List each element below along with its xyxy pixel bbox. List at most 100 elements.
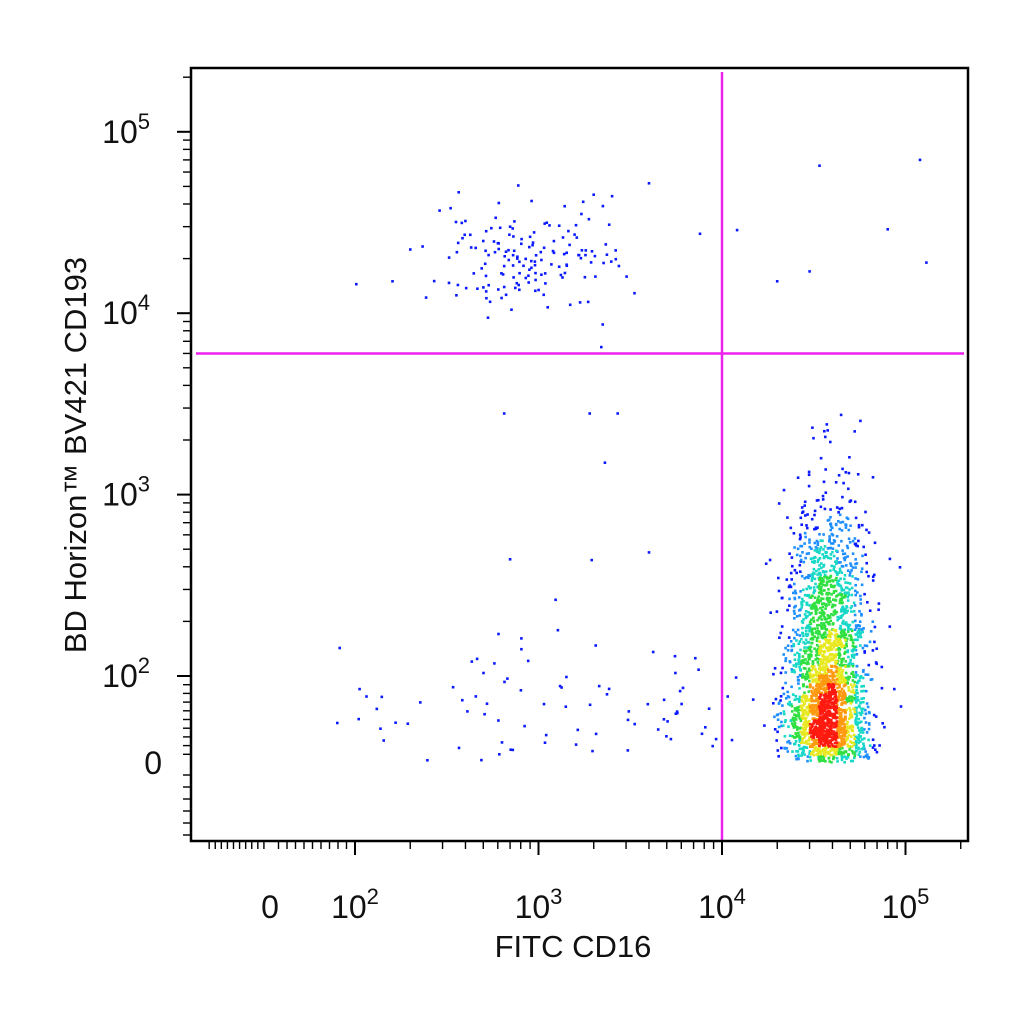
event-dot xyxy=(779,631,783,635)
event-dot xyxy=(802,634,805,638)
event-dot xyxy=(795,615,799,618)
event-dot xyxy=(837,544,841,547)
event-dot xyxy=(764,562,768,565)
event-dot xyxy=(557,265,561,268)
event-dot xyxy=(815,649,818,652)
event-dot xyxy=(810,579,814,582)
event-dot xyxy=(807,641,810,644)
event-dot xyxy=(848,695,852,698)
event-dot xyxy=(520,242,523,246)
event-dot xyxy=(798,640,802,643)
event-dot xyxy=(542,293,545,297)
y-tick-exponent: 3 xyxy=(138,472,150,497)
event-dot xyxy=(875,647,878,650)
event-dot xyxy=(839,680,843,684)
event-dot xyxy=(781,704,784,707)
event-dot xyxy=(844,676,848,680)
event-dot xyxy=(666,720,669,723)
event-dot xyxy=(853,693,857,697)
event-dot xyxy=(851,539,855,543)
event-dot xyxy=(807,656,810,659)
event-dot xyxy=(825,722,829,725)
event-dot xyxy=(833,708,837,712)
event-dot xyxy=(851,679,855,682)
event-dot xyxy=(840,589,844,592)
event-dot xyxy=(829,523,832,526)
event-dot xyxy=(579,256,583,260)
event-dot xyxy=(821,539,824,543)
event-dot xyxy=(842,729,845,732)
event-dot xyxy=(805,552,809,556)
event-dot xyxy=(833,633,837,637)
event-dot xyxy=(810,707,813,711)
event-dot xyxy=(809,728,812,732)
event-dot xyxy=(524,276,528,280)
event-dot xyxy=(805,670,809,674)
event-dot xyxy=(537,288,540,292)
event-dot xyxy=(845,723,849,726)
event-dot xyxy=(820,586,823,589)
event-dot xyxy=(852,610,856,613)
event-dot xyxy=(506,677,509,680)
event-dot xyxy=(802,727,805,731)
event-dot xyxy=(819,683,823,686)
event-dot xyxy=(828,681,832,684)
event-dot xyxy=(871,620,875,623)
event-dot xyxy=(784,719,787,722)
event-dot xyxy=(484,229,488,233)
event-dot xyxy=(601,323,604,326)
event-dot xyxy=(827,687,831,690)
event-dot xyxy=(805,746,809,749)
event-dot xyxy=(828,615,831,618)
event-dot xyxy=(853,756,856,760)
event-dot xyxy=(357,717,360,721)
event-dot xyxy=(857,679,860,683)
event-dot xyxy=(853,683,856,687)
event-dot xyxy=(831,671,835,675)
event-dot xyxy=(802,649,806,653)
event-dot xyxy=(836,640,840,644)
event-dot xyxy=(807,708,811,712)
event-dot xyxy=(842,693,845,696)
event-dot xyxy=(819,752,823,756)
event-dot xyxy=(610,194,614,198)
event-dot xyxy=(786,702,790,706)
event-dot xyxy=(819,693,822,696)
event-dot xyxy=(580,212,583,216)
event-dot xyxy=(831,738,834,742)
event-dot xyxy=(605,253,609,256)
event-dot xyxy=(829,647,832,650)
event-dot xyxy=(809,645,813,649)
event-dot xyxy=(835,734,838,737)
event-dot xyxy=(777,755,780,758)
event-dot xyxy=(533,263,537,267)
event-dot xyxy=(798,687,801,690)
event-dot xyxy=(875,750,879,754)
event-dot xyxy=(456,283,460,287)
event-dot xyxy=(803,500,807,504)
event-dot xyxy=(790,648,794,652)
event-dot xyxy=(828,629,831,633)
event-dot xyxy=(849,628,853,631)
event-dot xyxy=(533,260,537,263)
event-dot xyxy=(365,695,368,698)
event-dot xyxy=(888,557,892,561)
event-dot xyxy=(819,644,822,647)
event-dot xyxy=(816,624,819,627)
event-dot xyxy=(838,527,841,531)
event-dot xyxy=(777,702,781,705)
event-dot xyxy=(856,695,859,699)
event-dot xyxy=(864,721,868,724)
event-dot xyxy=(811,738,814,741)
event-dot xyxy=(814,673,817,677)
event-dot xyxy=(838,672,841,675)
event-dot xyxy=(815,601,818,604)
event-dot xyxy=(819,711,822,714)
event-dot xyxy=(792,644,796,648)
event-dot xyxy=(801,732,805,735)
event-dot xyxy=(804,719,808,722)
event-dot xyxy=(824,672,828,675)
event-dot xyxy=(850,749,854,753)
event-dot xyxy=(818,640,821,643)
event-dot xyxy=(633,291,636,295)
